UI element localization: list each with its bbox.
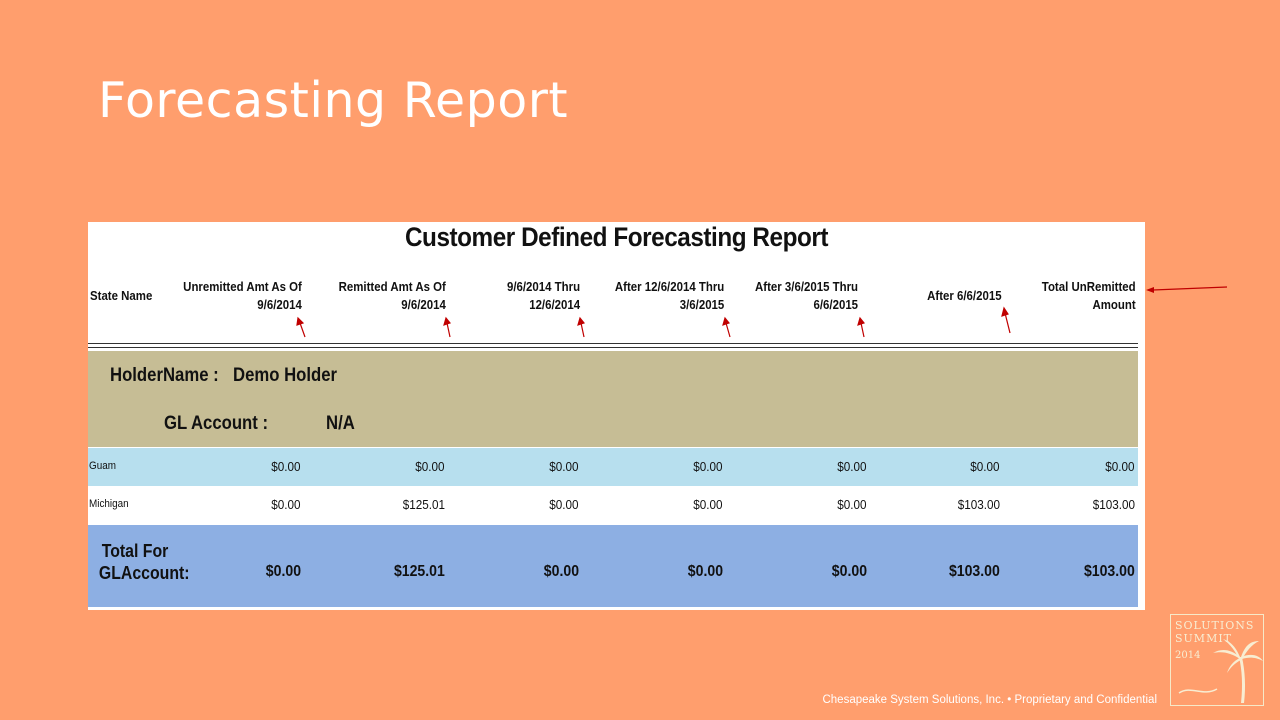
total-cell: $103.00 [949,563,1000,580]
annotation-arrows [296,306,1011,338]
total-cell: $103.00 [1084,563,1135,580]
table-cell: $0.00 [837,459,867,474]
row-state: Michigan [89,498,129,510]
table-cell: $0.00 [693,459,723,474]
table-cell: $125.01 [402,497,445,512]
arrow-head [1001,306,1009,317]
total-cell: $0.00 [687,563,723,580]
table-row: Guam $0.00 $0.00 $0.00 $0.00 $0.00 $0.00… [88,448,1138,486]
table-cell: $0.00 [837,497,867,512]
arrow-head [443,316,452,326]
slide-title: Forecasting Report [98,72,569,129]
palm-tree-icon [1178,639,1263,703]
holder-name-value: Demo Holder [233,365,338,386]
table-cell: $0.00 [549,459,579,474]
slide-footer: Chesapeake System Solutions, Inc. • Prop… [822,694,1157,706]
table-cell: $103.00 [1092,497,1135,512]
arrow-annotation [1004,312,1011,334]
arrow-annotation [725,322,731,338]
arrow-annotation [580,322,585,338]
arrow-head [722,316,731,326]
arrow-head [577,316,586,326]
column-header: After 12/6/2014 Thru 3/6/2015 [614,279,724,312]
gl-account-value: N/A [326,413,355,434]
arrow-head [296,316,305,326]
report-title: Customer Defined Forecasting Report [404,222,829,252]
column-header: 9/6/2014 Thru 12/6/2014 [506,279,580,312]
divider [88,343,1138,344]
gl-account-label: GL Account : [164,413,269,434]
column-header: After 6/6/2015 [927,288,1002,303]
column-header: Remitted Amt As Of 9/6/2014 [338,279,446,312]
arrow-annotation [446,322,451,338]
table-cell: $0.00 [970,459,1000,474]
report-screenshot: Customer Defined Forecasting Report Stat… [88,222,1145,610]
holder-band: HolderName : Demo Holder GL Account : N/… [88,351,1138,447]
column-header: After 3/6/2015 Thru 6/6/2015 [754,279,858,312]
table-cell: $0.00 [549,497,579,512]
column-header: Total UnRemitted Amount [1042,279,1136,312]
table-cell: $103.00 [957,497,1000,512]
logo-text: SOLUTIONS SUMMIT 2014 [1175,619,1255,661]
table-row: Michigan $0.00 $125.01 $0.00 $0.00 $0.00… [88,486,1138,524]
arrow-annotation [860,322,865,338]
total-row: Total For GLAccount: $0.00 $125.01 $0.00… [88,525,1138,607]
state-name-header: State Name [90,288,153,303]
table-cell: $0.00 [693,497,723,512]
table-cell: $0.00 [271,497,301,512]
holder-name-label: HolderName : [110,365,219,386]
total-cell: $125.01 [394,563,445,580]
arrow-head [857,316,866,326]
table-cell: $0.00 [415,459,445,474]
table-cell: $0.00 [271,459,301,474]
solutions-summit-logo: SOLUTIONS SUMMIT 2014 [1170,614,1264,706]
arrow-annotation [299,322,306,338]
total-cell: $0.00 [265,563,301,580]
table-cell: $0.00 [1105,459,1135,474]
total-cell: $0.00 [831,563,867,580]
row-state: Guam [89,460,116,472]
total-cell: $0.00 [543,563,579,580]
divider [88,347,1138,348]
total-label: Total For GLAccount: [98,541,190,583]
column-header: Unremitted Amt As Of 9/6/2014 [183,279,302,312]
